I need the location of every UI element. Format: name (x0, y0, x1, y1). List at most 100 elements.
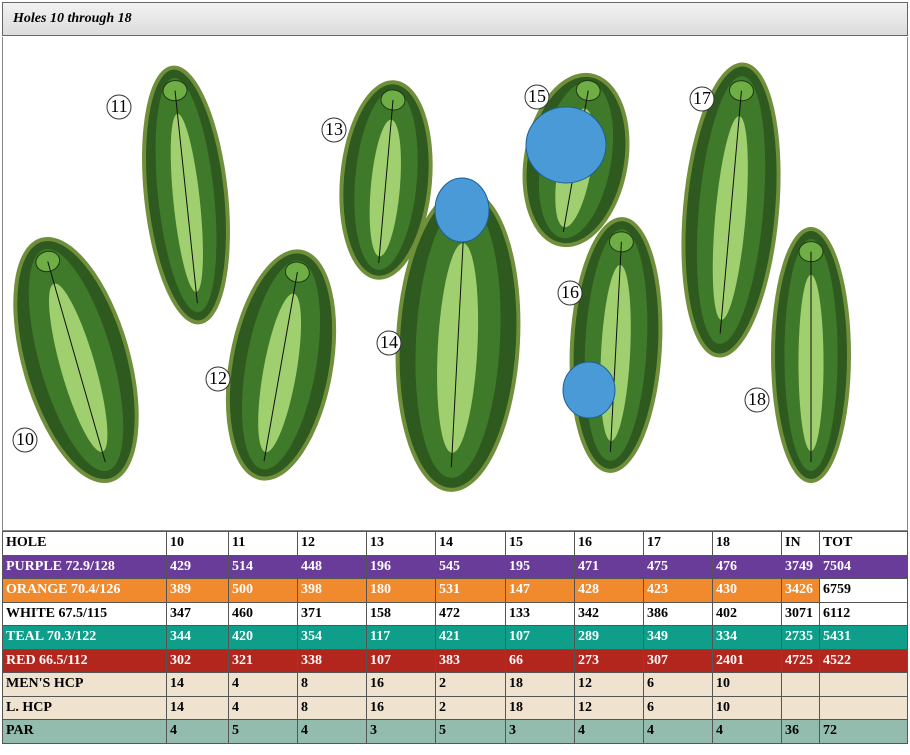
table-cell: TOT (819, 531, 908, 556)
table-cell: 423 (643, 578, 713, 603)
table-row: WHITE 67.5/115 347 460 371 158 472 133 342 386 40… (2, 601, 908, 626)
table-cell: 16 (574, 531, 644, 556)
table-cell: 12 (574, 672, 644, 697)
table-cell: 3749 (781, 554, 820, 579)
table-cell: 6759 (819, 578, 908, 603)
hole-drawing (569, 217, 663, 473)
hole-number-circle (557, 280, 583, 306)
table-cell: 402 (712, 601, 782, 626)
table-cell: 8 (297, 672, 367, 697)
table-cell: 383 (435, 648, 506, 673)
table-cell: 11 (228, 531, 298, 556)
table-cell: 4725 (781, 648, 820, 673)
table-cell: 10 (712, 672, 782, 697)
hole-line (174, 90, 198, 304)
table-cell: 514 (228, 554, 298, 579)
table-cell: 107 (505, 625, 575, 650)
water (562, 361, 616, 419)
table-cell: 3071 (781, 601, 820, 626)
table-cell: ORANGE 70.4/126 (2, 578, 167, 603)
hole-number-circle (12, 427, 38, 453)
hole-line (47, 261, 106, 463)
table-cell: L. HCP (2, 695, 167, 720)
hole-number-circle (689, 86, 715, 112)
table-cell: 36 (781, 719, 820, 744)
table-cell: 289 (574, 625, 644, 650)
hole-drawing (225, 249, 337, 481)
table-cell: 8 (297, 695, 367, 720)
table-cell: 344 (166, 625, 229, 650)
table-row: PURPLE 72.9/128 429 514 448 196 545 195 471 475 4… (2, 554, 908, 579)
table-cell: 6 (643, 695, 713, 720)
table-cell: 338 (297, 648, 367, 673)
table-cell: 180 (366, 578, 436, 603)
hole-number: 18 (748, 389, 766, 409)
table-cell: 5431 (819, 625, 908, 650)
table-cell: 428 (574, 578, 644, 603)
table-cell: 475 (643, 554, 713, 579)
water (434, 177, 490, 243)
table-cell: 429 (166, 554, 229, 579)
table-cell: 12 (574, 695, 644, 720)
hole-line (719, 90, 742, 334)
table-cell: 5 (228, 719, 298, 744)
table-cell: 531 (435, 578, 506, 603)
table-cell: 334 (712, 625, 782, 650)
table-cell: 3426 (781, 578, 820, 603)
table-cell: 6112 (819, 601, 908, 626)
table-cell: 347 (166, 601, 229, 626)
table-cell: WHITE 67.5/115 (2, 601, 167, 626)
hole-number: 10 (16, 429, 34, 449)
scorecard: HOLE 10 11 12 13 14 15 16 17 18 IN TOT PURPLE 72.9/1… (2, 531, 908, 744)
hole-drawing (339, 80, 433, 280)
hole-line (263, 272, 298, 462)
hole-drawing (395, 188, 521, 492)
table-cell: 4 (297, 719, 367, 744)
table-cell: 13 (366, 531, 436, 556)
table-cell: 472 (435, 601, 506, 626)
table-row: L. HCP 14 4 8 16 2 18 12 6 10 (2, 695, 908, 720)
table-cell: 5 (435, 719, 506, 744)
hole-number-circle (321, 117, 347, 143)
table-cell: 448 (297, 554, 367, 579)
table-cell (781, 672, 820, 697)
table-cell: 10 (712, 695, 782, 720)
table-cell: 3 (366, 719, 436, 744)
table-cell: PAR (2, 719, 167, 744)
table-cell: PURPLE 72.9/128 (2, 554, 167, 579)
table-cell: 2735 (781, 625, 820, 650)
table-cell: IN (781, 531, 820, 556)
table-cell: 117 (366, 625, 436, 650)
hole-number: 12 (209, 368, 227, 388)
table-cell: 18 (712, 531, 782, 556)
table-cell (781, 695, 820, 720)
table-cell: 10 (166, 531, 229, 556)
table-cell: 7504 (819, 554, 908, 579)
table-cell: 16 (366, 672, 436, 697)
header-title: Holes 10 through 18 (13, 11, 132, 26)
course-map: 10 11 12 13 14 15 16 17 18 (2, 37, 908, 531)
table-cell: 133 (505, 601, 575, 626)
table-cell: HOLE (2, 531, 167, 556)
table-cell: 500 (228, 578, 298, 603)
table-cell: 342 (574, 601, 644, 626)
table-cell: 14 (166, 672, 229, 697)
table-cell: 476 (712, 554, 782, 579)
table-cell: 302 (166, 648, 229, 673)
hole-number-circle (205, 366, 231, 392)
table-cell (819, 672, 908, 697)
hole-number: 16 (561, 282, 579, 302)
table-cell: 2 (435, 672, 506, 697)
table-cell: 158 (366, 601, 436, 626)
table-cell: 307 (643, 648, 713, 673)
table-cell: 6 (643, 672, 713, 697)
table-cell: 371 (297, 601, 367, 626)
hole-number-circle (376, 330, 402, 356)
table-cell: 14 (166, 695, 229, 720)
table-cell: 354 (297, 625, 367, 650)
table-cell: 389 (166, 578, 229, 603)
hole-number: 17 (693, 88, 711, 108)
table-cell: 2401 (712, 648, 782, 673)
table-cell: 421 (435, 625, 506, 650)
